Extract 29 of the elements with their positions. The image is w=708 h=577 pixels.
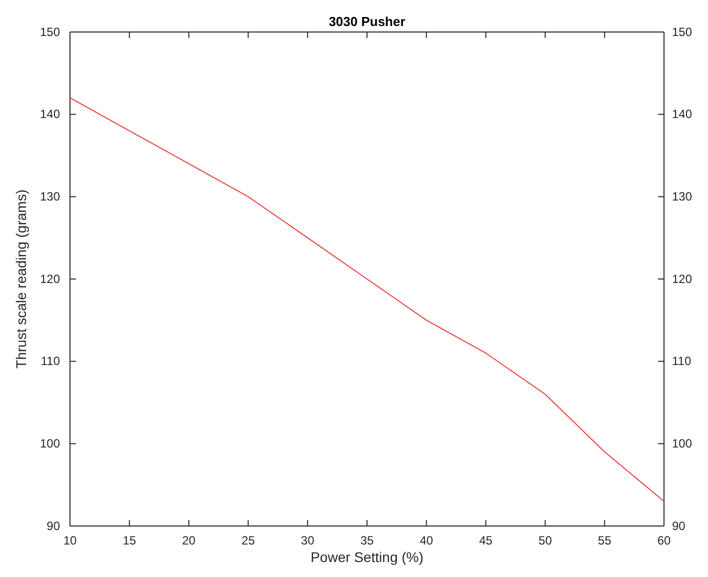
y2-tick-label: 150: [672, 24, 692, 39]
y-axis-title: Thrust scale reading (grams): [13, 190, 29, 368]
y-tick-label: 150: [40, 24, 60, 39]
y2-tick-label: 90: [672, 518, 686, 533]
x-tick-label: 60: [657, 534, 671, 548]
y-tick-label: 130: [40, 190, 60, 204]
x-tick-label: 20: [182, 534, 196, 548]
x-tick-label: 40: [420, 534, 434, 548]
y-tick-label: 110: [40, 354, 60, 368]
chart-title: 3030 Pusher: [328, 14, 406, 29]
y2-tick-label: 110: [672, 354, 692, 368]
line-series: [70, 97, 664, 502]
x-tick-label: 45: [479, 534, 493, 548]
y2-tick-label: 100: [672, 436, 692, 451]
x-tick-label: 10: [63, 534, 77, 548]
x-tick-label: 15: [122, 534, 136, 548]
x-tick-label: 55: [598, 534, 612, 548]
y2-tick-label: 120: [672, 272, 692, 286]
y2-tick-label: 140: [672, 107, 692, 122]
y-tick-label: 140: [40, 107, 60, 122]
y-tick-label: 90: [46, 518, 60, 533]
x-tick-label: 50: [538, 534, 552, 548]
x-tick-label: 35: [360, 534, 374, 548]
x-tick-label: 30: [300, 534, 315, 548]
y-tick-label: 120: [40, 272, 60, 286]
x-tick-label: 25: [242, 534, 256, 548]
y2-tick-label: 130: [672, 190, 692, 204]
x-axis-title: Power Setting (%): [310, 549, 424, 565]
y-tick-label: 100: [40, 436, 60, 451]
